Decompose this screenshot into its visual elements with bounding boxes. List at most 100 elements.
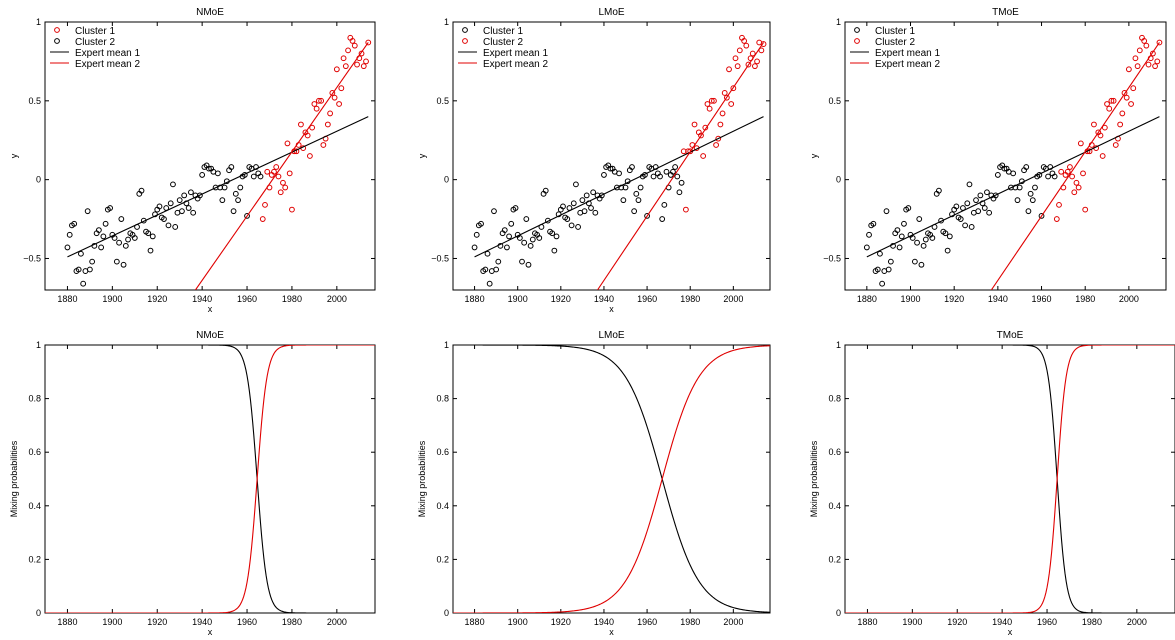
data-point: [536, 235, 543, 241]
data-point: [257, 173, 264, 180]
data-point: [333, 66, 340, 73]
data-point: [1067, 164, 1073, 170]
data-point: [942, 230, 949, 237]
data-point: [661, 201, 668, 208]
data-point: [682, 206, 689, 213]
data-point: [1032, 184, 1038, 191]
data-point: [691, 121, 698, 128]
x-tick-label: 1960: [237, 294, 257, 304]
mixing-probability-curve: [453, 345, 770, 613]
data-point: [743, 42, 750, 49]
x-tick-label: 1920: [947, 617, 967, 627]
data-point: [946, 233, 953, 240]
plot-area: [471, 34, 767, 290]
data-point: [916, 216, 923, 222]
data-point: [519, 258, 525, 265]
legend-marker: [54, 38, 60, 44]
x-axis-label: x: [1008, 627, 1013, 637]
data-point: [315, 97, 322, 104]
data-point: [1045, 173, 1051, 180]
data-point: [920, 242, 927, 249]
data-point: [309, 124, 316, 131]
panel-bottom-middle-lmoe: LMoE 1880 1900 1920 1940 1960 1980 2000 0 0.2 0.4 0…: [417, 330, 771, 637]
y-tick-label: 0.4: [436, 501, 449, 511]
data-point: [542, 187, 549, 194]
data-point: [758, 47, 765, 54]
data-point: [473, 231, 480, 238]
data-point: [883, 208, 890, 215]
data-point: [360, 63, 367, 70]
data-point: [329, 90, 336, 96]
data-point: [590, 189, 597, 196]
data-point: [622, 184, 629, 191]
y-tick-label: −0.5: [431, 253, 449, 263]
x-tick-label: 1920: [551, 617, 571, 627]
axes-frame: [44, 344, 376, 614]
data-point: [336, 101, 342, 107]
data-point: [1134, 63, 1141, 70]
data-point: [1141, 38, 1148, 44]
data-point: [176, 197, 183, 204]
data-point: [228, 164, 235, 170]
plot-area: [45, 345, 375, 613]
data-point: [504, 244, 510, 251]
y-tick-label: 0.2: [436, 554, 449, 564]
data-point: [264, 168, 271, 175]
data-point: [573, 181, 579, 188]
mixing-probability-curve: [845, 345, 1175, 613]
data-point: [271, 168, 277, 175]
data-point: [905, 205, 912, 211]
data-point: [1038, 213, 1045, 219]
data-point: [351, 42, 358, 49]
data-point: [125, 236, 131, 243]
data-point: [637, 184, 644, 191]
y-axis-label: Mixing probabilities: [9, 440, 19, 517]
y-tick-label: −0.5: [23, 253, 41, 263]
x-tick-label: 2000: [327, 294, 347, 304]
data-point: [1023, 164, 1030, 170]
data-point: [754, 58, 760, 65]
data-point: [607, 165, 614, 172]
mixing-probability-curve: [45, 345, 375, 613]
data-point: [863, 244, 870, 251]
y-tick-label: −0.5: [823, 253, 841, 263]
y-axis-label: y: [809, 153, 819, 158]
x-tick-label: 1980: [282, 294, 302, 304]
legend-label: Cluster 2: [875, 37, 915, 48]
x-tick-label: 2000: [723, 294, 743, 304]
data-point: [711, 97, 717, 104]
data-point: [719, 110, 726, 117]
y-axis-label: Mixing probabilities: [417, 440, 427, 517]
plot-area: [453, 345, 770, 613]
data-point: [975, 208, 982, 215]
data-point: [977, 192, 984, 199]
x-tick-label: 1940: [594, 294, 614, 304]
data-point: [100, 233, 107, 240]
data-point: [715, 135, 722, 142]
data-point: [728, 101, 735, 107]
data-point: [706, 105, 713, 112]
data-point: [986, 209, 993, 216]
data-point: [327, 110, 334, 117]
legend-marker: [54, 27, 60, 33]
data-point: [1130, 85, 1137, 92]
y-tick-label: 1: [444, 340, 449, 350]
data-point: [122, 242, 129, 249]
data-point: [84, 208, 91, 215]
data-point: [896, 244, 903, 251]
data-point: [147, 247, 154, 254]
x-tick-label: 1980: [680, 617, 700, 627]
y-tick-label: 0: [836, 608, 841, 618]
y-tick-label: 0.5: [436, 96, 449, 106]
legend-label: Cluster 1: [875, 26, 915, 37]
data-point: [887, 258, 894, 265]
data-point: [1064, 168, 1071, 175]
x-tick-label: 1980: [1082, 617, 1102, 627]
axes-frame: [44, 21, 376, 291]
data-point: [1104, 101, 1110, 107]
data-point: [527, 242, 534, 249]
data-point: [298, 121, 304, 128]
data-point: [280, 179, 286, 186]
y-tick-label: 0.6: [28, 447, 41, 457]
